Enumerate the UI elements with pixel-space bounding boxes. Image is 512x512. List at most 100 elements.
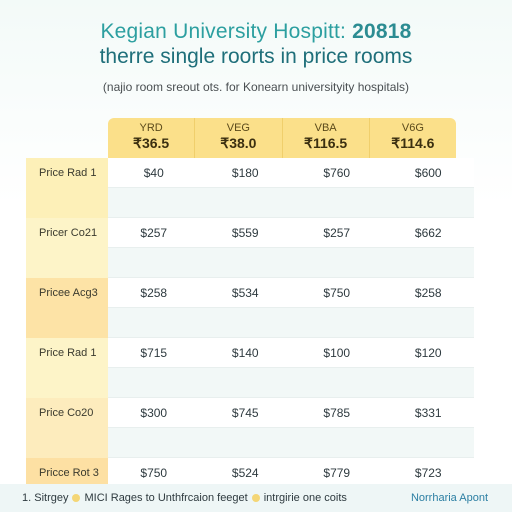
table-cell bbox=[291, 188, 383, 217]
row-cells: $750 $524 $779 $723 bbox=[108, 458, 474, 488]
table-cell: $258 bbox=[414, 285, 442, 300]
table-cell: $258 bbox=[140, 285, 168, 300]
table-cell: $760 bbox=[323, 165, 351, 180]
table-cell: $559 bbox=[231, 225, 259, 240]
column-code: V6G bbox=[401, 122, 424, 134]
title-text: Kegian University Hospitt: bbox=[100, 20, 347, 43]
row-label bbox=[26, 188, 108, 218]
table-cell: $524 bbox=[231, 465, 259, 480]
row-label bbox=[26, 428, 108, 458]
table-cell: $723 bbox=[414, 465, 442, 480]
table-cell: $257 bbox=[140, 225, 168, 240]
table-cell: $40 bbox=[143, 165, 164, 180]
column-header-1: YRD ₹36.5 bbox=[108, 118, 196, 158]
table-cell bbox=[383, 248, 475, 277]
row-label: Price Rad 1 bbox=[26, 338, 108, 368]
table-cell: $257 bbox=[323, 225, 351, 240]
table-cell: $779 bbox=[323, 465, 351, 480]
table-cell bbox=[383, 188, 475, 217]
row-cells: $715 $140 $100 $120 bbox=[108, 338, 474, 368]
column-price: ₹38.0 bbox=[220, 135, 257, 151]
row-label: Price Co20 bbox=[26, 398, 108, 428]
column-code: VEG bbox=[226, 122, 250, 134]
table-cell bbox=[108, 248, 200, 277]
row-label: Pricer Co21 bbox=[26, 218, 108, 248]
table-cell bbox=[383, 308, 475, 337]
table-cell bbox=[200, 308, 292, 337]
table-cell bbox=[200, 368, 292, 397]
legend-item-3: intrgirie one coits bbox=[263, 492, 347, 504]
table-row bbox=[26, 428, 474, 458]
table-row bbox=[26, 248, 474, 278]
table-cell bbox=[383, 428, 475, 457]
table-cell: $662 bbox=[414, 225, 442, 240]
table-cell bbox=[200, 428, 292, 457]
column-code: VBA bbox=[314, 122, 337, 134]
row-label bbox=[26, 368, 108, 398]
chart-title: Kegian University Hospitt: 20818 bbox=[0, 20, 512, 44]
table-cell: $534 bbox=[231, 285, 259, 300]
row-cells bbox=[108, 248, 474, 278]
table-row: Pricce Rot 3 $750 $524 $779 $723 bbox=[26, 458, 474, 488]
title-year: 20818 bbox=[352, 20, 412, 43]
table-cell: $100 bbox=[323, 345, 351, 360]
column-header-3: VBA ₹116.5 bbox=[283, 118, 370, 158]
table-cell bbox=[108, 368, 200, 397]
legend-item-2: MICI Rages to Unthfrcaion feeget bbox=[84, 492, 248, 504]
table-cell: $120 bbox=[414, 345, 442, 360]
table-row bbox=[26, 308, 474, 338]
table-cell bbox=[383, 368, 475, 397]
row-cells: $258 $534 $750 $258 bbox=[108, 278, 474, 308]
legend-item-1: 1. Sitrgey bbox=[22, 492, 69, 504]
column-header-2: VEG ₹38.0 bbox=[195, 118, 283, 158]
row-cells bbox=[108, 428, 474, 458]
legend-credit: Norrharia Apont bbox=[410, 492, 488, 504]
table-cell: $331 bbox=[414, 405, 442, 420]
table-cell: $715 bbox=[140, 345, 168, 360]
column-price: ₹114.6 bbox=[391, 135, 435, 151]
legend-dot-2 bbox=[72, 494, 81, 502]
row-cells: $257 $559 $257 $662 bbox=[108, 218, 474, 248]
row-cells: $40 $180 $760 $600 bbox=[108, 158, 474, 188]
table-cell bbox=[200, 248, 292, 277]
row-cells: $300 $745 $785 $331 bbox=[108, 398, 474, 428]
chart-caption: (najio room sreout ots. for Konearn univ… bbox=[102, 80, 410, 94]
row-label: Pricee Acg3 bbox=[26, 278, 108, 308]
row-cells bbox=[108, 368, 474, 398]
table-cell: $750 bbox=[323, 285, 351, 300]
table-cell: $750 bbox=[140, 465, 168, 480]
chart-subtitle: therre single roorts in price rooms bbox=[99, 45, 413, 68]
column-price: ₹116.5 bbox=[304, 135, 348, 151]
table-row: Price Co20 $300 $745 $785 $331 bbox=[26, 398, 474, 428]
row-label: Price Rad 1 bbox=[26, 158, 108, 188]
table-cell bbox=[108, 428, 200, 457]
table-row: Price Rad 1 $40 $180 $760 $600 bbox=[26, 158, 474, 188]
column-code: YRD bbox=[139, 122, 163, 134]
row-label bbox=[26, 308, 108, 338]
table-cell bbox=[200, 188, 292, 217]
column-header-4: V6G ₹114.6 bbox=[370, 118, 456, 158]
row-label bbox=[26, 248, 108, 278]
table-header: YRD ₹36.5 VEG ₹38.0 VBA ₹116.5 V6G ₹114.6 bbox=[108, 118, 456, 158]
table-cell bbox=[108, 188, 200, 217]
row-cells bbox=[108, 188, 474, 218]
table-cell: $180 bbox=[231, 165, 259, 180]
table-cell: $600 bbox=[414, 165, 442, 180]
table-row: Price Rad 1 $715 $140 $100 $120 bbox=[26, 338, 474, 368]
table-cell bbox=[291, 248, 383, 277]
table-cell: $140 bbox=[231, 345, 259, 360]
table-row: Pricer Co21 $257 $559 $257 $662 bbox=[26, 218, 474, 248]
table-row bbox=[26, 188, 474, 218]
table-cell bbox=[291, 368, 383, 397]
table-row bbox=[26, 368, 474, 398]
table-cell bbox=[108, 308, 200, 337]
table-row: Pricee Acg3 $258 $534 $750 $258 bbox=[26, 278, 474, 308]
legend-dot-3 bbox=[251, 494, 260, 502]
table-cell: $785 bbox=[323, 405, 351, 420]
table-cell: $300 bbox=[140, 405, 168, 420]
legend: 1. Sitrgey MICI Rages to Unthfrcaion fee… bbox=[0, 484, 512, 512]
table-cell bbox=[291, 428, 383, 457]
row-label: Pricce Rot 3 bbox=[26, 458, 108, 488]
table-cell bbox=[291, 308, 383, 337]
row-cells bbox=[108, 308, 474, 338]
